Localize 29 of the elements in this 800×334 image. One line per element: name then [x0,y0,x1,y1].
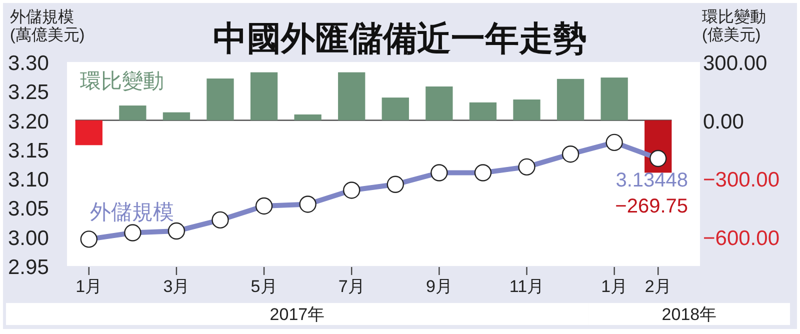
xtick-label: 7月 [338,277,365,296]
xtick-label: 1月 [76,277,102,296]
y2tick-label: −600.00 [703,226,780,250]
xtick-label: 1月 [601,277,628,296]
ytick-label: 2.95 [8,256,49,279]
ylabel: 外儲規模 (萬億美元) [10,9,85,44]
y2tick-label: −300.00 [703,168,780,192]
xtick-label: 5月 [250,277,278,296]
value-label: 3.13448 [616,169,688,192]
annotation: 2018年 [662,305,717,324]
ytick-label: 3.00 [8,226,49,250]
series-name: 外儲規模 [90,201,174,224]
ytick-label: 3.10 [8,168,49,192]
y2label: 環比變動 (億美元) [702,9,766,44]
series-name: 環比變動 [80,70,164,93]
ytick-label: 3.20 [8,110,49,134]
ytick-label: 3.25 [8,81,49,104]
title: 中國外匯儲備近一年走勢 [213,21,587,58]
xtick-label: 2月 [644,277,672,296]
y2tick-label: 300.00 [703,52,768,75]
xtick-label: 11月 [509,277,544,296]
value-label: −269.75 [615,196,688,218]
ytick-label: 3.30 [8,52,49,75]
xtick-label: 9月 [426,277,452,296]
y2tick-label: 0.00 [703,110,744,134]
ytick-label: 3.15 [8,139,49,162]
annotation: 2017年 [270,305,325,324]
xtick-label: 3月 [163,277,190,296]
ytick-label: 3.05 [8,198,49,221]
